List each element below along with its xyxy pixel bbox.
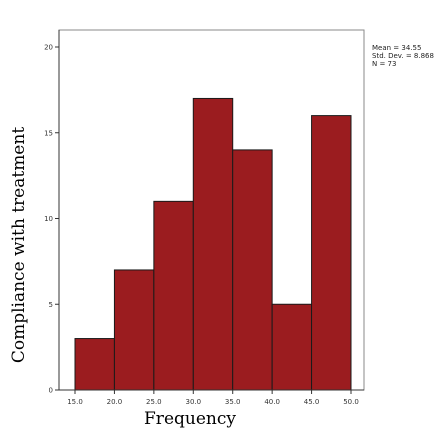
x-tick-label: 30.0	[185, 398, 201, 406]
histogram-bar	[232, 149, 273, 391]
y-tick-label: 0	[49, 387, 53, 395]
y-tick-label: 20	[44, 44, 53, 52]
y-tick-label: 5	[49, 301, 53, 309]
x-tick-label: 25.0	[146, 398, 162, 406]
histogram-bar	[74, 338, 115, 391]
stats-line: Mean = 34.55	[372, 44, 421, 52]
histogram-bar	[311, 115, 352, 391]
stats-line: Std. Dev. = 8.868	[372, 52, 434, 60]
x-axis: 15.0 20.0 25.0 30.0 35.0 40.0 45.0 50.0	[59, 389, 364, 406]
bars-group	[74, 97, 352, 391]
x-tick-label: 35.0	[225, 398, 241, 406]
histogram-bar	[153, 200, 194, 391]
y-axis-title: Compliance with treatment	[9, 127, 29, 363]
x-tick-label: 50.0	[343, 398, 359, 406]
x-axis-title: Frequency	[144, 409, 236, 429]
x-tick-label: 20.0	[107, 398, 123, 406]
y-tick-label: 15	[44, 129, 53, 137]
y-tick-label: 10	[44, 215, 53, 223]
x-tick-label: 15.0	[67, 398, 83, 406]
histogram-bar	[192, 97, 234, 391]
stats-line: N = 73	[372, 60, 396, 68]
histogram-bar	[113, 269, 155, 391]
x-tick-label: 40.0	[264, 398, 280, 406]
x-tick-label: 45.0	[304, 398, 320, 406]
y-axis: 0 5 10 15 20	[44, 30, 60, 395]
histogram-bar	[271, 303, 313, 391]
